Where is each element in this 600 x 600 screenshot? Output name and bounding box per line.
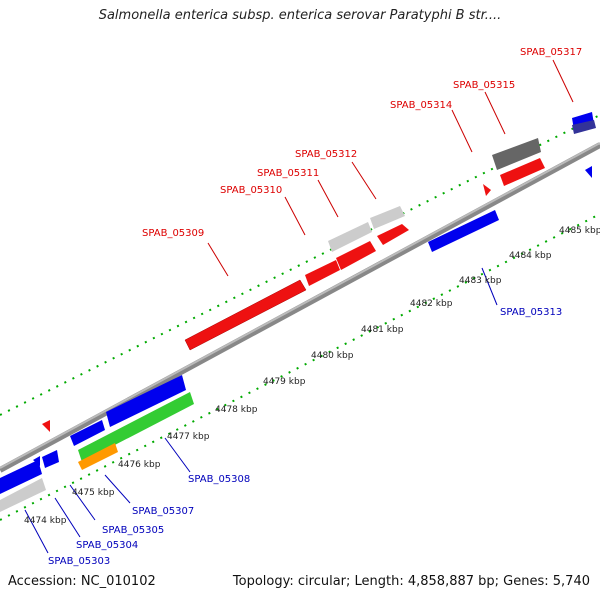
genome-summary: Topology: circular; Length: 4,858,887 bp…	[232, 574, 590, 589]
gene-label[interactable]: SPAB_05309	[142, 228, 204, 239]
feature-spab-05310[interactable]	[305, 260, 340, 286]
gene-label[interactable]: SPAB_05317	[520, 47, 582, 58]
gene-label[interactable]: SPAB_05303	[48, 556, 110, 567]
tick-label: 4474 kbp	[24, 516, 67, 526]
genome-backbone	[0, 142, 600, 473]
feature-spab-05309[interactable]	[184, 279, 307, 351]
reverse-features[interactable]	[0, 166, 592, 512]
forward-features[interactable]	[42, 112, 596, 432]
gene-label[interactable]: SPAB_05315	[453, 80, 515, 91]
tick-label: 4480 kbp	[311, 351, 354, 361]
tick-label: 4477 kbp	[167, 432, 210, 442]
feature-blue-right[interactable]	[585, 166, 592, 178]
gene-label[interactable]: SPAB_05314	[390, 100, 452, 111]
feature-spab-05312[interactable]	[377, 224, 409, 245]
tick-label: 4484 kbp	[509, 251, 552, 261]
tick-labels: 4474 kbp 4475 kbp 4476 kbp 4477 kbp 4478…	[24, 226, 600, 526]
feature-spab-05314[interactable]	[483, 184, 491, 196]
gene-labels-bottom: SPAB_05303 SPAB_05304 SPAB_05305 SPAB_05…	[48, 307, 562, 567]
label-leaders	[24, 59, 574, 554]
gene-label[interactable]: SPAB_05313	[500, 307, 562, 318]
gene-label[interactable]: SPAB_05305	[102, 525, 164, 536]
feature-spab-05308[interactable]	[78, 392, 194, 462]
gene-label[interactable]: SPAB_05310	[220, 185, 282, 196]
gene-label[interactable]: SPAB_05304	[76, 540, 138, 551]
feature-spab-05307[interactable]	[78, 443, 118, 470]
feature-red-small-top[interactable]	[42, 420, 50, 432]
gene-label[interactable]: SPAB_05311	[257, 168, 319, 179]
gene-labels-top: SPAB_05309 SPAB_05310 SPAB_05311 SPAB_05…	[142, 47, 582, 239]
feature-dark-gray[interactable]	[492, 138, 541, 170]
tick-label: 4485 kbp	[559, 226, 600, 236]
tick-label: 4483 kbp	[459, 276, 502, 286]
feature-spab-05308-blue[interactable]	[106, 375, 186, 427]
feature-spab-05315[interactable]	[500, 158, 545, 186]
tick-label: 4479 kbp	[263, 377, 306, 387]
feature-spab-05317b[interactable]	[572, 120, 596, 134]
feature-spab-05304[interactable]	[42, 450, 59, 468]
feature-spab-05313[interactable]	[428, 210, 499, 252]
gene-label[interactable]: SPAB_05307	[132, 506, 194, 517]
feature-gray-1[interactable]	[328, 222, 372, 252]
tick-label: 4481 kbp	[361, 325, 404, 335]
feature-gray-left[interactable]	[0, 478, 46, 512]
tick-label: 4482 kbp	[410, 299, 453, 309]
feature-spab-05305[interactable]	[70, 420, 105, 446]
tick-label: 4476 kbp	[118, 460, 161, 470]
gene-label[interactable]: SPAB_05308	[188, 474, 250, 485]
map-title: Salmonella enterica subsp. enterica sero…	[98, 8, 502, 23]
feature-spab-05311[interactable]	[336, 241, 376, 270]
accession-label: Accession: NC_010102	[8, 574, 156, 589]
tick-label: 4475 kbp	[72, 488, 115, 498]
feature-spab-05303[interactable]	[0, 460, 42, 494]
gene-label[interactable]: SPAB_05312	[295, 149, 357, 160]
tick-label: 4478 kbp	[215, 405, 258, 415]
feature-gray-2[interactable]	[370, 206, 405, 229]
